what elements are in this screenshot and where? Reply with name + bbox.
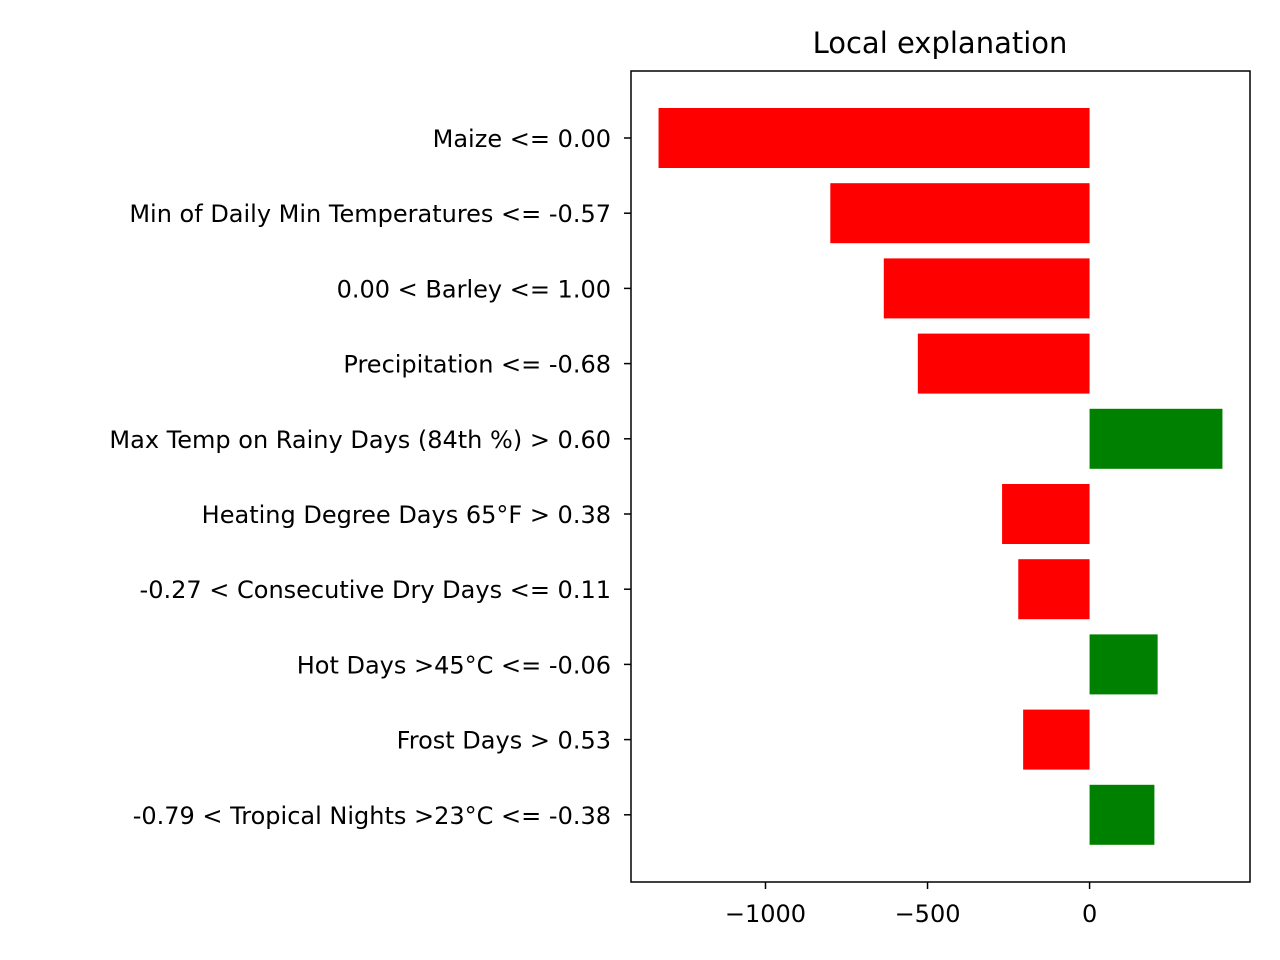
y-tick-label: Max Temp on Rainy Days (84th %) > 0.60 <box>109 426 611 454</box>
bar <box>917 333 1090 394</box>
y-axis: Maize <= 0.00 Min of Daily Min Temperatur… <box>109 125 631 830</box>
bars-group <box>658 108 1223 845</box>
bar <box>1089 408 1223 469</box>
bar <box>883 258 1090 319</box>
y-tick-label: Hot Days >45°C <= -0.06 <box>297 651 611 679</box>
y-tick-label: 0.00 < Barley <= 1.00 <box>337 275 611 303</box>
x-axis: −1000 −500 0 <box>725 882 1097 928</box>
chart-title: Local explanation <box>813 26 1068 60</box>
x-tick-label: 0 <box>1082 900 1097 928</box>
y-tick-label: Frost Days > 0.53 <box>397 727 611 755</box>
bar <box>1023 709 1090 770</box>
y-tick-label: Precipitation <= -0.68 <box>343 351 611 379</box>
bar <box>1089 634 1158 695</box>
bar <box>658 108 1090 168</box>
y-tick-label: Min of Daily Min Temperatures <= -0.57 <box>129 200 611 228</box>
bar <box>1018 559 1090 620</box>
plot-frame <box>630 70 1251 883</box>
y-tick-label: Maize <= 0.00 <box>433 125 611 153</box>
x-tick-label: −500 <box>895 900 961 928</box>
bar <box>1089 784 1155 845</box>
bar <box>830 183 1090 244</box>
x-tick-label: −1000 <box>725 900 806 928</box>
y-tick-label: Heating Degree Days 65°F > 0.38 <box>202 501 611 529</box>
bar <box>1002 484 1090 544</box>
y-tick-label: -0.27 < Consecutive Dry Days <= 0.11 <box>140 576 611 604</box>
y-tick-label: -0.79 < Tropical Nights >23°C <= -0.38 <box>133 802 611 830</box>
